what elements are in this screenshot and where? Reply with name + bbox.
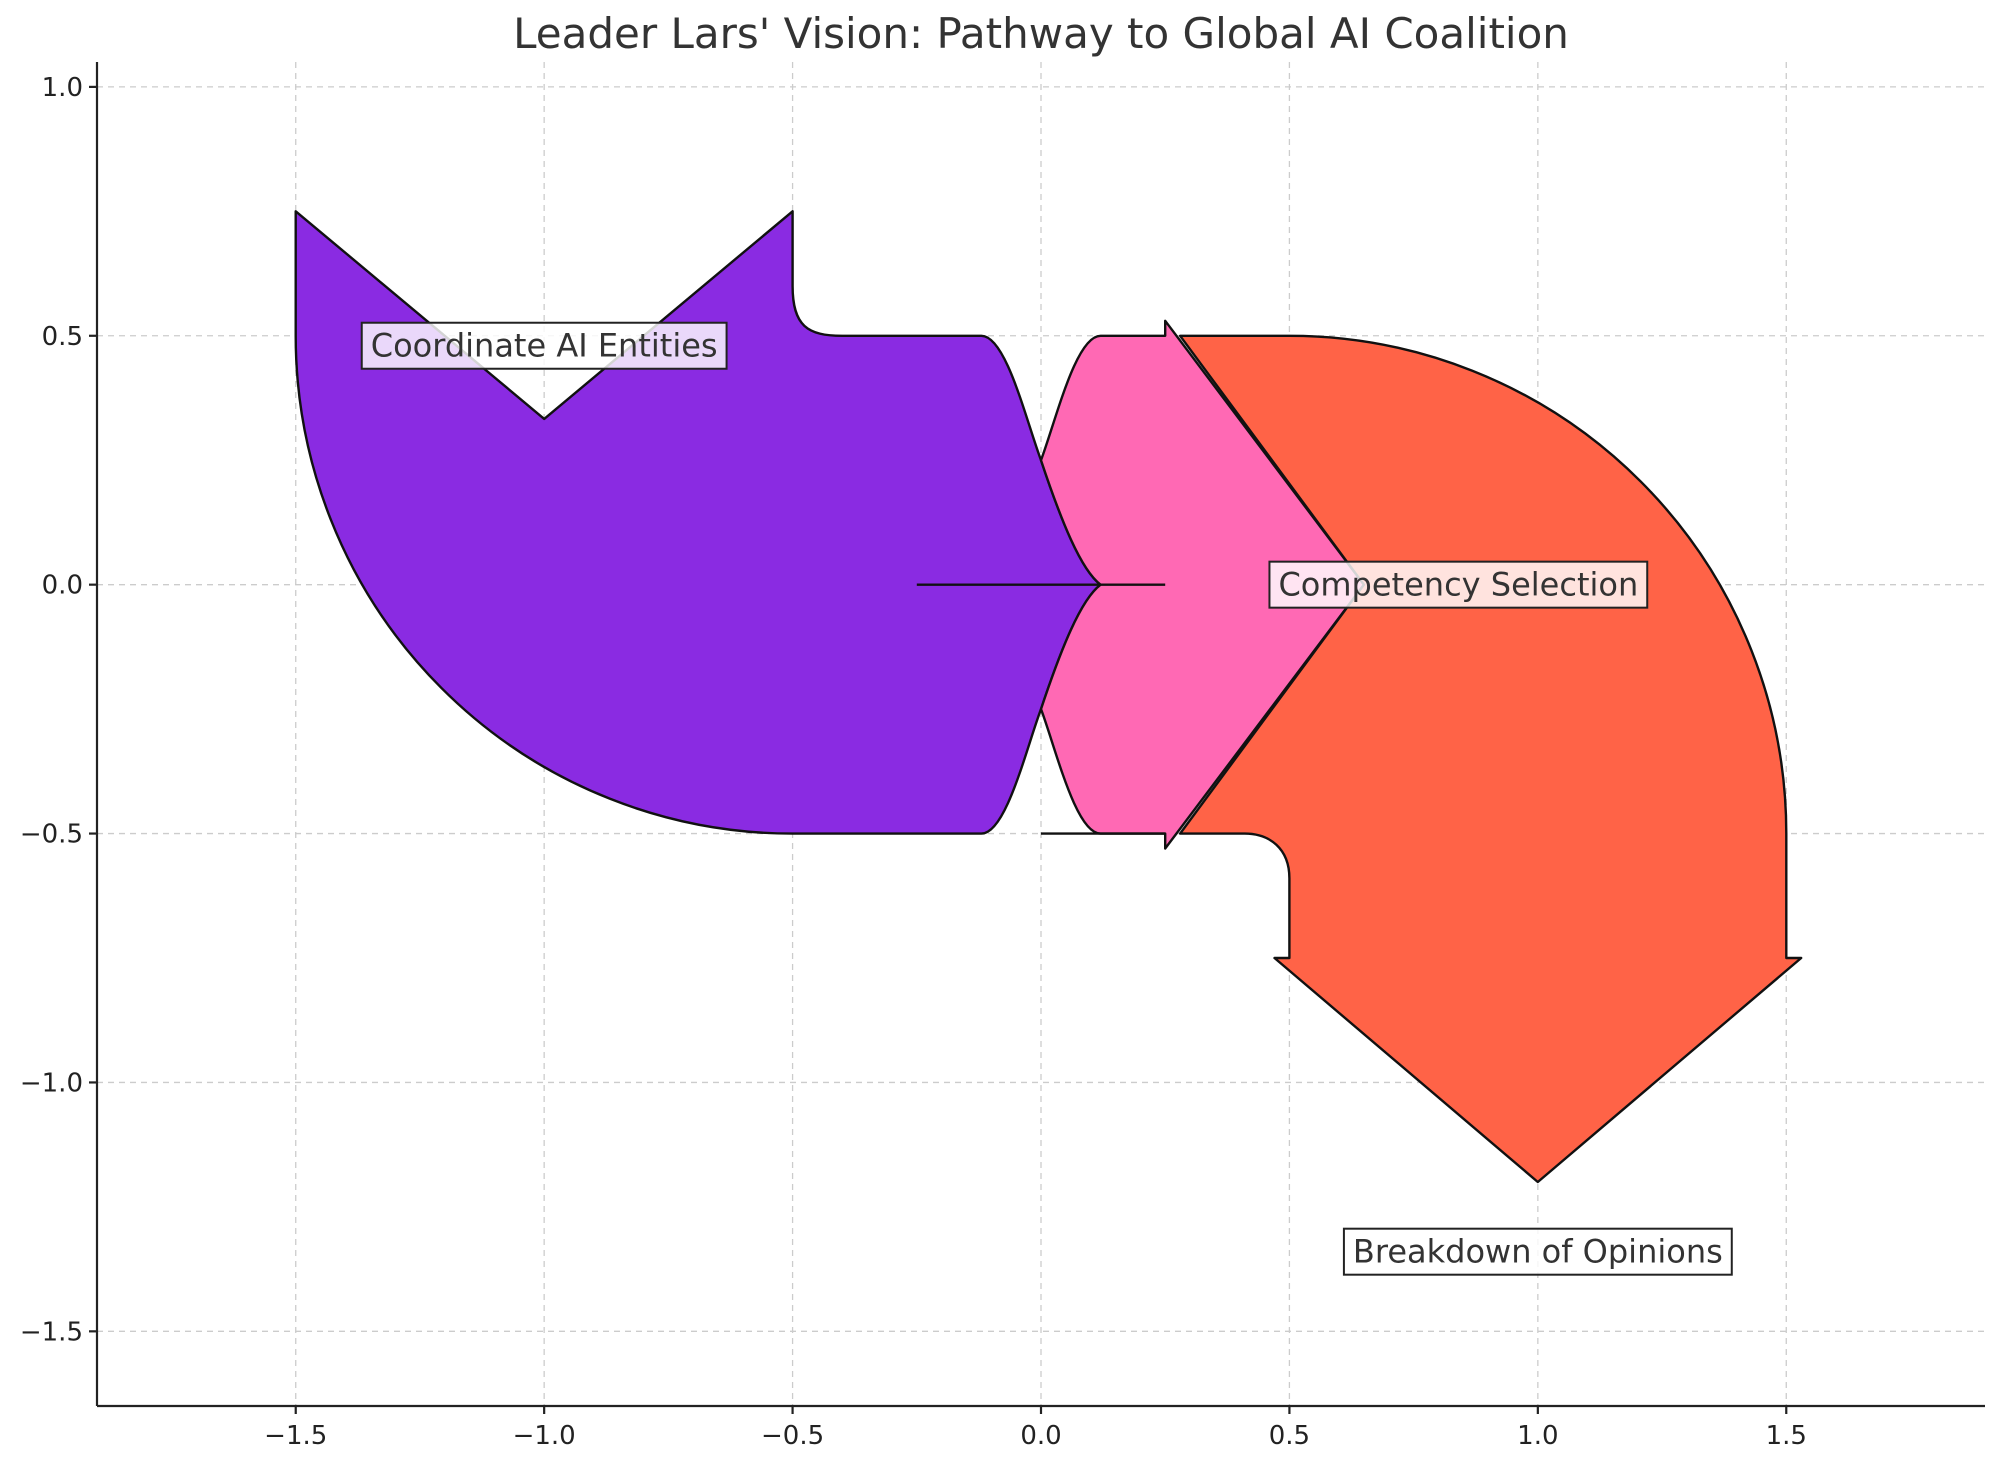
y-tick-label: −1.5 [20,1317,83,1347]
flow-label-1: Competency Selection [1268,560,1649,609]
y-tick-label: −1.0 [20,1068,83,1098]
x-tick-label: 0.5 [1269,1421,1310,1451]
flow-coordinate-ai-entities [294,210,1102,835]
flow-label-box [1268,560,1649,609]
flow-label-2: Breakdown of Opinions [1342,1227,1733,1276]
chart-title: Leader Lars' Vision: Pathway to Global A… [513,9,1569,58]
flow-label-text: Breakdown of Opinions [1353,1233,1723,1271]
flow-labels: Coordinate AI Entities Competency Selecti… [360,321,1733,1276]
flow-label-text: Coordinate AI Entities [371,327,718,365]
flow-label-box [1342,1227,1733,1276]
x-tick-label: 0.0 [1020,1421,1061,1451]
y-tick-label: 0.5 [42,322,83,352]
tick-labels: −1.5 −1.0 −0.5 0.0 0.5 1.0 1.5 −1.5 −1.0 −0.5 0.0 0… [20,73,1807,1451]
y-tick-label: −0.5 [20,820,83,850]
flow-label-text: Competency Selection [1278,566,1638,604]
x-tick-label: −0.5 [761,1421,824,1451]
flow-shapes [294,210,1803,1184]
x-tick-label: −1.0 [513,1421,576,1451]
flow-label-0: Coordinate AI Entities [360,321,728,370]
y-tick-label: 1.0 [42,73,83,103]
flow-label-box [360,321,728,370]
x-tick-label: 1.0 [1517,1421,1558,1451]
flow-breakdown-of-opinions [1178,334,1803,1184]
y-tick-label: 0.0 [42,571,83,601]
flow-connector-stubs [916,583,1166,835]
x-tick-label: −1.5 [264,1421,327,1451]
x-tick-label: 1.5 [1766,1421,1807,1451]
